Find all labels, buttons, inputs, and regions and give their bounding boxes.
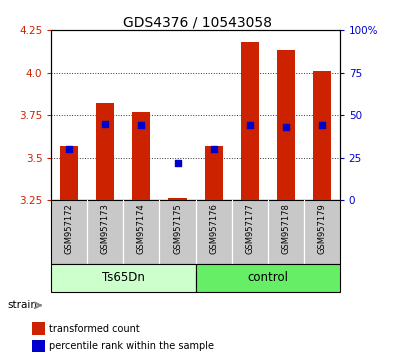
Text: control: control bbox=[247, 272, 288, 284]
Text: GSM957177: GSM957177 bbox=[245, 203, 254, 254]
Text: percentile rank within the sample: percentile rank within the sample bbox=[49, 341, 214, 351]
Bar bbox=[60, 145, 78, 200]
Text: GSM957176: GSM957176 bbox=[209, 203, 218, 254]
Text: GSM957175: GSM957175 bbox=[173, 203, 182, 254]
Bar bbox=[169, 198, 186, 200]
Bar bbox=[32, 322, 45, 335]
Point bbox=[102, 121, 109, 126]
Point bbox=[246, 122, 253, 128]
Bar bbox=[205, 145, 222, 200]
Text: GSM957174: GSM957174 bbox=[137, 203, 146, 254]
Point bbox=[318, 122, 325, 128]
Point bbox=[282, 124, 289, 130]
Bar bbox=[313, 71, 331, 200]
Bar bbox=[51, 264, 196, 292]
Bar bbox=[160, 200, 196, 264]
Text: strain: strain bbox=[8, 300, 38, 310]
Point bbox=[211, 146, 217, 152]
Point bbox=[66, 146, 73, 152]
Bar bbox=[231, 200, 267, 264]
Point bbox=[138, 122, 145, 128]
Text: Ts65Dn: Ts65Dn bbox=[102, 272, 145, 284]
Bar bbox=[123, 200, 160, 264]
Text: GSM957178: GSM957178 bbox=[281, 203, 290, 254]
Bar bbox=[241, 42, 259, 200]
Text: GSM957173: GSM957173 bbox=[101, 203, 110, 254]
Bar bbox=[267, 200, 304, 264]
Bar bbox=[96, 103, 115, 200]
Bar bbox=[51, 200, 87, 264]
Bar bbox=[304, 200, 340, 264]
Bar bbox=[196, 264, 340, 292]
Point bbox=[174, 160, 181, 165]
Bar bbox=[32, 340, 45, 352]
Bar bbox=[196, 200, 231, 264]
Bar bbox=[276, 51, 295, 200]
Text: transformed count: transformed count bbox=[49, 324, 140, 333]
Text: GDS4376 / 10543058: GDS4376 / 10543058 bbox=[123, 16, 272, 30]
Bar bbox=[132, 112, 150, 200]
Text: GSM957179: GSM957179 bbox=[317, 203, 326, 254]
Text: GSM957172: GSM957172 bbox=[65, 203, 74, 254]
Bar bbox=[87, 200, 123, 264]
